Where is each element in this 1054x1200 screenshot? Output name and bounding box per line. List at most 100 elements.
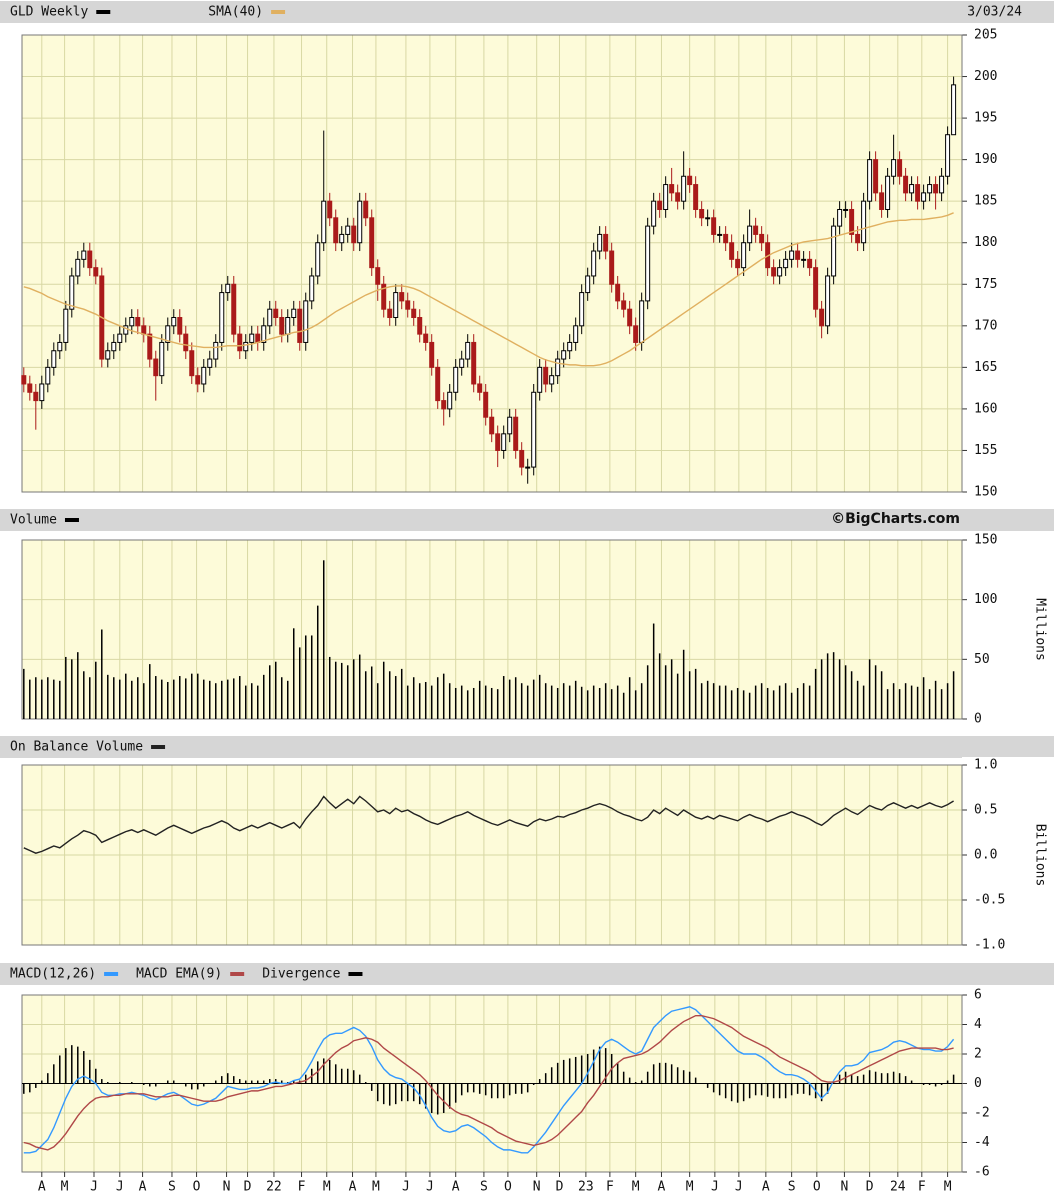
legend-label: GLD Weekly <box>10 5 88 20</box>
candle-body <box>345 225 351 235</box>
divergence-bar <box>952 1074 955 1084</box>
divergence-bar <box>856 1076 859 1084</box>
divergence-bar <box>394 1083 397 1105</box>
candle-body <box>87 250 93 269</box>
volume-bar <box>844 665 847 719</box>
candle-body <box>315 242 321 277</box>
divergence-bar <box>682 1070 685 1084</box>
candle-body <box>369 217 375 269</box>
panel-header <box>0 1 1054 23</box>
divergence-bar <box>850 1074 853 1084</box>
candle-body <box>951 84 957 136</box>
divergence-bar <box>922 1083 925 1085</box>
volume-bar <box>274 661 277 719</box>
divergence-bar <box>934 1083 937 1087</box>
divergence-bar <box>412 1083 415 1102</box>
candle-body <box>219 292 225 343</box>
y-axis-label: Millions <box>1033 598 1048 661</box>
candle-body <box>417 317 423 335</box>
volume-bar <box>221 680 223 719</box>
candle-body <box>597 233 603 252</box>
divergence-bar <box>221 1076 223 1084</box>
candle-body <box>423 333 429 343</box>
divergence-bar <box>155 1083 157 1087</box>
candle-body <box>147 333 153 360</box>
volume-bar <box>29 679 31 719</box>
candle-body <box>411 308 417 319</box>
divergence-bar <box>304 1074 307 1084</box>
y-tick-label: 1.0 <box>974 758 997 773</box>
y-tick-label: 0 <box>974 1076 982 1091</box>
volume-bar <box>586 690 589 719</box>
divergence-bar <box>808 1083 811 1096</box>
volume-bar <box>814 668 817 719</box>
volume-bar <box>364 671 367 719</box>
divergence-bar <box>772 1083 775 1099</box>
divergence-bar <box>328 1059 331 1084</box>
volume-bar <box>886 689 889 719</box>
volume-bar <box>940 689 943 719</box>
divergence-bar <box>143 1083 145 1085</box>
obv-line <box>23 795 954 854</box>
volume-bar <box>322 560 325 719</box>
candle-body <box>585 275 591 294</box>
volume-bar <box>101 629 103 719</box>
y-tick-label: 4 <box>974 1017 982 1032</box>
x-tick-label: S <box>788 1180 796 1195</box>
x-tick-label: S <box>480 1180 488 1195</box>
chart-date: 3/03/24 <box>967 5 1022 20</box>
divergence-bar <box>706 1083 709 1088</box>
candle-body <box>39 383 45 402</box>
divergence-bar <box>364 1082 367 1084</box>
volume-bar <box>802 683 805 719</box>
x-tick-label: M <box>372 1180 380 1195</box>
divergence-bar <box>478 1083 481 1094</box>
divergence-bar <box>125 1083 127 1084</box>
x-tick-label: J <box>735 1180 743 1195</box>
volume-bar <box>682 649 685 719</box>
divergence-bar <box>700 1083 703 1084</box>
divergence-bar <box>892 1071 895 1084</box>
divergence-bar <box>149 1083 151 1087</box>
volume-bar <box>622 692 625 719</box>
volume-bar <box>185 678 187 719</box>
candle-body <box>57 341 63 352</box>
divergence-bar <box>688 1071 691 1084</box>
volume-bar <box>298 647 301 719</box>
volume-bar <box>376 683 379 719</box>
volume-bar <box>574 680 577 719</box>
y-tick-label: 200 <box>974 69 997 84</box>
divergence-bar <box>466 1083 469 1093</box>
candle-body <box>855 233 861 244</box>
volume-bar <box>418 683 421 719</box>
volume-bar <box>628 677 631 719</box>
volume-bar <box>77 652 79 719</box>
volume-bar <box>892 683 895 719</box>
candle-body <box>723 233 729 244</box>
legend-label: Divergence <box>262 967 340 982</box>
candle-body <box>471 341 477 385</box>
x-tick-label: M <box>944 1180 952 1195</box>
candle-body <box>93 267 99 277</box>
candle-body <box>819 308 825 327</box>
volume-bar <box>233 678 235 719</box>
candle-body <box>45 366 51 385</box>
divergence-bar <box>334 1064 337 1084</box>
volume-bar <box>616 685 619 719</box>
divergence-bar <box>592 1049 595 1084</box>
candle-body <box>543 366 549 385</box>
candle-body <box>129 317 135 327</box>
candle-body <box>939 175 945 194</box>
volume-bar <box>766 687 769 719</box>
divergence-bar <box>640 1080 643 1084</box>
x-tick-label: M <box>632 1180 640 1195</box>
divergence-bar <box>712 1083 715 1093</box>
divergence-bar <box>448 1083 451 1109</box>
volume-bar <box>466 690 469 719</box>
divergence-bar <box>574 1056 577 1084</box>
candle-body <box>933 184 939 194</box>
candle-body <box>441 400 447 410</box>
x-tick-label: J <box>426 1180 434 1195</box>
divergence-bar <box>185 1083 187 1087</box>
x-tick-label: F <box>298 1180 306 1195</box>
